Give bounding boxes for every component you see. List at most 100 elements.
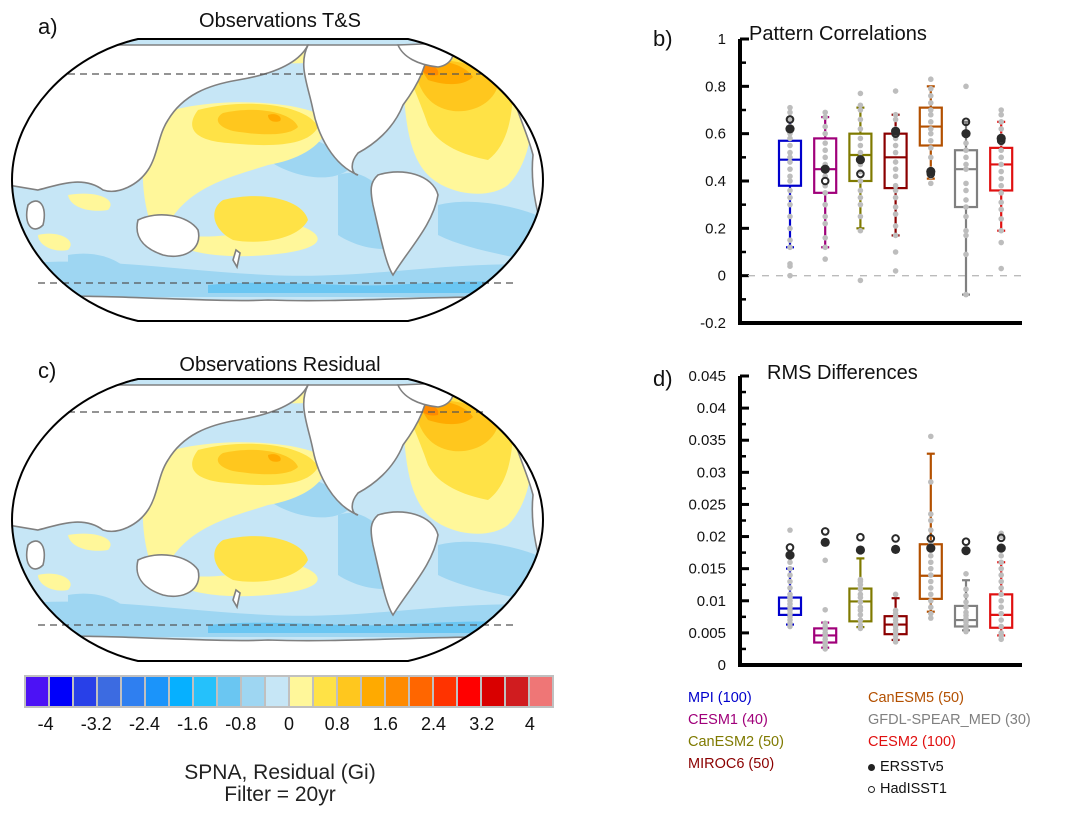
hadisst1-marker bbox=[961, 537, 971, 546]
ensemble-member-point bbox=[822, 154, 828, 161]
ensemble-member-point bbox=[787, 194, 793, 201]
ensemble-member-point bbox=[998, 623, 1004, 630]
y-tick-label: 0.015 bbox=[688, 561, 726, 578]
ensemble-member-point bbox=[928, 130, 934, 137]
ensemble-member-point bbox=[787, 225, 793, 232]
ensemble-member-point bbox=[928, 100, 934, 106]
caption-line-1: SPNA, Residual (Gi) bbox=[184, 761, 376, 784]
ensemble-member-point bbox=[857, 194, 864, 201]
ensemble-member-point bbox=[998, 585, 1004, 591]
ensemble-member-point bbox=[928, 604, 934, 610]
ensemble-member-point bbox=[963, 204, 969, 210]
ensemble-member-point bbox=[857, 604, 864, 610]
ensemble-member-point bbox=[928, 154, 934, 161]
ensemble-member-point bbox=[928, 479, 934, 485]
ensemble-member-point bbox=[928, 553, 934, 559]
ensemble-member-point bbox=[787, 591, 793, 598]
panel-c-title: Observations Residual bbox=[179, 354, 381, 376]
y-tick-label: 0.01 bbox=[697, 593, 726, 610]
ensemble-member-point bbox=[787, 237, 793, 243]
ensemble-member-point bbox=[787, 272, 793, 279]
ensemble-member-point bbox=[928, 565, 934, 572]
colorbar-swatch bbox=[338, 677, 360, 706]
ensemble-member-point bbox=[998, 227, 1004, 234]
box-gfdl-spear-med bbox=[953, 537, 979, 635]
anomaly-contour bbox=[214, 536, 308, 582]
ersstv5-marker bbox=[785, 550, 795, 560]
ensemble-member-point bbox=[928, 433, 934, 440]
ersstv5-marker bbox=[891, 544, 901, 554]
ensemble-member-point bbox=[787, 244, 793, 251]
anomaly-contour bbox=[38, 233, 71, 251]
ersstv5-marker bbox=[891, 126, 901, 136]
ensemble-member-point bbox=[998, 111, 1004, 118]
ensemble-member-point bbox=[963, 83, 969, 90]
colorbar-swatch bbox=[170, 677, 192, 706]
ensemble-member-point bbox=[822, 606, 828, 613]
colorbar-swatch bbox=[458, 677, 480, 706]
ensemble-member-point bbox=[787, 585, 793, 591]
ensemble-member-point bbox=[998, 265, 1004, 272]
colorbar-swatch bbox=[410, 677, 432, 706]
ensemble-member-point bbox=[928, 511, 934, 517]
y-tick-label: 1 bbox=[718, 31, 726, 48]
ensemble-member-point bbox=[928, 137, 934, 144]
colorbar-swatch bbox=[50, 677, 72, 706]
anomaly-contour bbox=[68, 533, 111, 551]
colorbar bbox=[24, 675, 554, 708]
ensemble-member-point bbox=[892, 232, 899, 239]
land-mass bbox=[232, 588, 241, 610]
legend-item-cesm1: CESM1 (40) bbox=[688, 712, 768, 728]
ersstv5-marker bbox=[961, 546, 971, 556]
ensemble-member-point bbox=[998, 119, 1004, 125]
ensemble-member-point bbox=[998, 597, 1004, 604]
ensemble-member-point bbox=[892, 88, 899, 94]
colorbar-swatch bbox=[290, 677, 312, 706]
ensemble-member-point bbox=[928, 585, 934, 591]
hadisst1-marker bbox=[926, 534, 936, 543]
ensemble-member-point bbox=[822, 244, 828, 251]
ensemble-member-point bbox=[787, 178, 793, 184]
ersstv5-marker bbox=[855, 545, 865, 555]
ensemble-member-point bbox=[963, 154, 969, 161]
box-cesm1 bbox=[813, 109, 838, 262]
box-miroc6 bbox=[883, 534, 908, 645]
ensemble-member-point bbox=[857, 599, 864, 605]
ensemble-member-point bbox=[822, 620, 828, 627]
ensemble-member-point bbox=[857, 90, 864, 97]
ensemble-member-point bbox=[787, 565, 793, 572]
ensemble-member-point bbox=[857, 591, 864, 598]
legend-item-hadisst1-label: HadISST1 bbox=[880, 781, 947, 797]
colorbar-tick-label: 4 bbox=[524, 714, 535, 734]
ensemble-member-point bbox=[928, 615, 934, 621]
legend-item-canesm2: CanESM2 (50) bbox=[688, 734, 784, 750]
box-canesm5 bbox=[918, 433, 943, 621]
ensemble-member-point bbox=[892, 249, 899, 255]
ensemble-member-point bbox=[787, 559, 793, 566]
ensemble-member-point bbox=[787, 187, 793, 194]
box-canesm5 bbox=[918, 76, 943, 187]
ensemble-member-point bbox=[787, 201, 793, 208]
y-tick-label: 0 bbox=[718, 657, 726, 674]
ensemble-member-point bbox=[857, 227, 864, 234]
ensemble-member-point bbox=[963, 147, 969, 154]
ensemble-member-point bbox=[892, 159, 899, 165]
open-circle-icon bbox=[868, 785, 875, 793]
ensemble-member-point bbox=[998, 126, 1004, 132]
colorbar-tick-label: -4 bbox=[37, 714, 54, 734]
ensemble-member-point bbox=[822, 140, 828, 146]
colorbar-tick-label: -1.6 bbox=[177, 714, 209, 734]
ensemble-member-point bbox=[822, 256, 828, 262]
colorbar-swatch bbox=[26, 677, 48, 706]
ensemble-member-point bbox=[892, 166, 899, 172]
legend-item-hadisst1: HadISST1 bbox=[868, 778, 1031, 800]
colorbar-swatch bbox=[218, 677, 240, 706]
land-mass bbox=[12, 384, 310, 532]
land-mass bbox=[302, 44, 429, 176]
ensemble-member-point bbox=[892, 116, 899, 123]
legend: MPI (100) CESM1 (40) CanESM2 (50) MIROC6… bbox=[688, 690, 1068, 820]
map-panel-a bbox=[10, 38, 545, 322]
ensemble-member-point bbox=[892, 204, 899, 210]
ensemble-member-point bbox=[787, 213, 793, 220]
ensemble-member-point bbox=[928, 180, 934, 187]
